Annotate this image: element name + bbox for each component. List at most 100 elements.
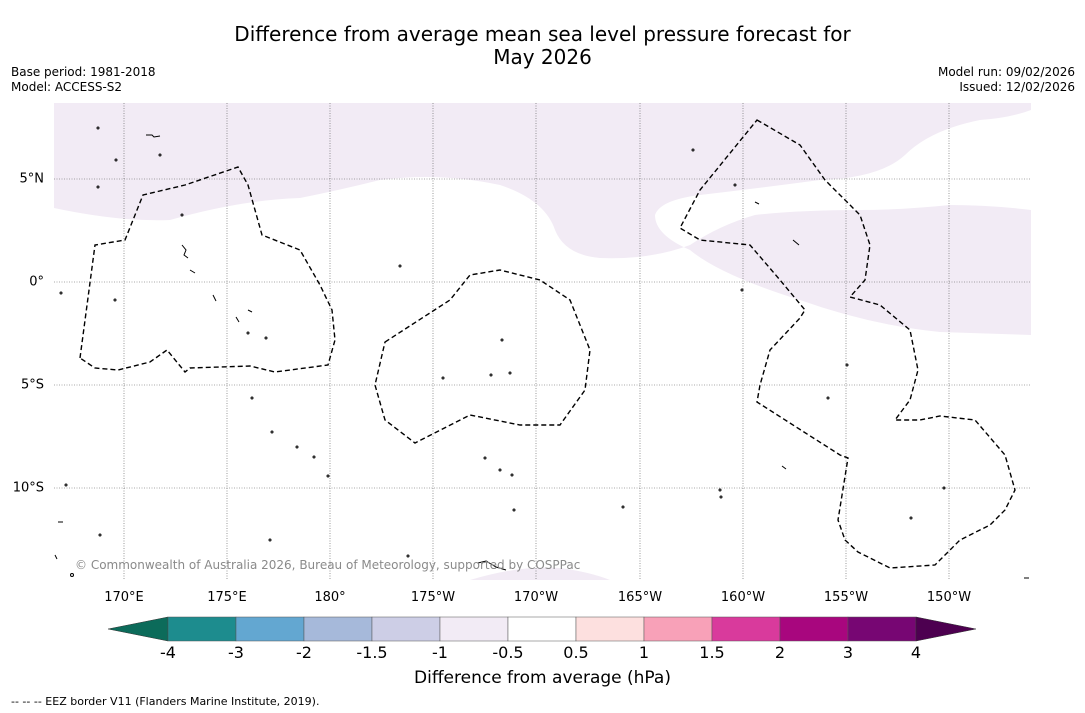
colorbar-swatch xyxy=(303,616,373,642)
island xyxy=(500,338,504,342)
eez-border-kiribati-gilbert xyxy=(79,166,336,373)
colorbar-tick-label: 4 xyxy=(910,643,922,662)
island xyxy=(235,316,240,323)
colorbar-swatch xyxy=(371,616,441,642)
colorbar-swatch xyxy=(235,616,305,642)
chart-title-line1: Difference from average mean sea level p… xyxy=(234,22,851,46)
meta-left: Base period: 1981-2018 Model: ACCESS-S2 xyxy=(11,65,156,95)
longitude-tick: 170°E xyxy=(104,590,144,605)
meta-right: Model run: 09/02/2026 Issued: 12/02/2026 xyxy=(938,65,1075,95)
base-period-text: Base period: 1981-2018 xyxy=(11,65,156,79)
latitude-tick: 10°S xyxy=(12,480,44,496)
island xyxy=(212,294,217,302)
longitude-tick: 180° xyxy=(314,590,346,605)
colorbar-tick-label: 1 xyxy=(638,643,650,662)
colorbar-tick-label: 2 xyxy=(774,643,786,662)
colorbar-tick-label: 1.5 xyxy=(699,643,725,662)
island xyxy=(909,516,913,520)
issued-text: Issued: 12/02/2026 xyxy=(959,80,1075,94)
longitude-tick: 155°W xyxy=(823,590,869,605)
island xyxy=(740,288,744,292)
colorbar-tick-label: -2 xyxy=(296,643,312,662)
island xyxy=(59,291,63,295)
island xyxy=(512,508,516,512)
longitude-tick: 175°W xyxy=(410,590,456,605)
island xyxy=(754,201,760,205)
colorbar-swatch xyxy=(507,616,577,642)
latitude-tick: 0° xyxy=(29,274,44,290)
island xyxy=(441,376,445,380)
island xyxy=(247,309,253,313)
shaded-region-south xyxy=(470,567,610,580)
colorbar-tick-label: 0.5 xyxy=(563,643,589,662)
eez-footnote: -- -- -- EEZ border V11 (Flanders Marine… xyxy=(11,695,320,708)
colorbar-tick-label: -1 xyxy=(432,643,448,662)
island xyxy=(181,244,189,259)
island xyxy=(621,505,625,509)
island xyxy=(96,185,100,189)
island xyxy=(719,495,723,499)
island xyxy=(781,465,787,470)
colorbar-title: Difference from average (hPa) xyxy=(414,668,671,688)
colorbar-tick-label: -1.5 xyxy=(356,643,388,662)
shaded-region-north xyxy=(54,103,1031,335)
island xyxy=(826,396,830,400)
island xyxy=(406,554,410,558)
eez-borders xyxy=(79,119,1016,569)
longitude-tick: 160°W xyxy=(720,590,766,605)
colorbar-under-triangle xyxy=(107,616,169,642)
island xyxy=(54,554,58,560)
colorbar-swatch xyxy=(847,616,917,642)
gridlines xyxy=(54,103,1031,580)
island xyxy=(498,468,502,472)
island xyxy=(180,213,184,217)
island xyxy=(510,473,514,477)
island xyxy=(264,336,268,340)
model-text: Model: ACCESS-S2 xyxy=(11,80,123,94)
colorbar-tick-label: -0.5 xyxy=(492,643,524,662)
longitude-tick: 150°W xyxy=(926,590,972,605)
island xyxy=(942,486,946,490)
island xyxy=(158,153,162,157)
island xyxy=(326,474,330,478)
colorbar-tick-label: 3 xyxy=(842,643,854,662)
eez-border-phoenix xyxy=(374,269,591,444)
colorbar xyxy=(107,616,977,642)
island xyxy=(489,373,493,377)
island xyxy=(508,371,512,375)
colorbar-swatch xyxy=(643,616,713,642)
islands xyxy=(54,126,1029,579)
island xyxy=(718,488,722,492)
model-run-text: Model run: 09/02/2026 xyxy=(937,65,1075,79)
longitude-tick: 170°W xyxy=(513,590,559,605)
island xyxy=(114,158,118,162)
island xyxy=(250,396,254,400)
longitude-tick: 165°W xyxy=(617,590,663,605)
colorbar-tick-label: -4 xyxy=(160,643,176,662)
island xyxy=(113,298,117,302)
island xyxy=(189,269,196,274)
island xyxy=(295,445,299,449)
island xyxy=(733,183,737,187)
colorbar-over-triangle xyxy=(915,616,977,642)
chart-title-line2: May 2026 xyxy=(493,45,592,69)
longitude-tick: 175°E xyxy=(207,590,247,605)
island xyxy=(96,126,100,130)
colorbar-swatch xyxy=(575,616,645,642)
colorbar-swatch xyxy=(711,616,781,642)
island xyxy=(477,560,507,571)
island xyxy=(146,134,161,138)
island xyxy=(691,148,695,152)
latitude-tick: 5°S xyxy=(20,377,44,393)
island xyxy=(64,483,68,487)
island xyxy=(98,533,102,537)
island xyxy=(483,456,487,460)
colorbar-swatch xyxy=(439,616,509,642)
island xyxy=(312,455,316,459)
island xyxy=(70,573,74,577)
island xyxy=(268,538,272,542)
colorbar-tick-label: -3 xyxy=(228,643,244,662)
latitude-tick: 5°N xyxy=(19,171,45,187)
island xyxy=(270,430,274,434)
